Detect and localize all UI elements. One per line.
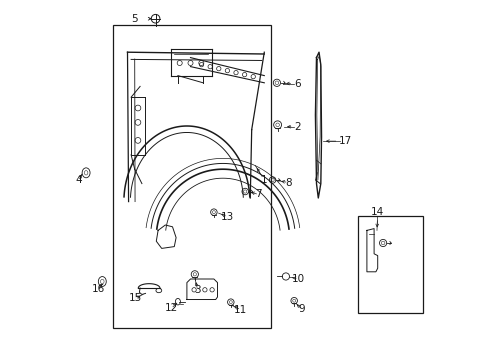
Text: 15: 15 bbox=[129, 293, 142, 303]
Text: 10: 10 bbox=[291, 274, 304, 284]
Text: 1: 1 bbox=[261, 175, 267, 185]
Text: 17: 17 bbox=[338, 136, 351, 146]
Text: 11: 11 bbox=[234, 305, 247, 315]
Bar bbox=[113, 25, 271, 328]
Bar bbox=[357, 216, 422, 313]
Text: 14: 14 bbox=[370, 207, 384, 217]
Text: 5: 5 bbox=[131, 14, 138, 24]
Text: 9: 9 bbox=[298, 303, 304, 314]
Text: 4: 4 bbox=[76, 175, 82, 185]
Text: 7: 7 bbox=[254, 189, 261, 199]
Text: 8: 8 bbox=[285, 177, 291, 188]
Text: 2: 2 bbox=[294, 122, 301, 132]
Text: 16: 16 bbox=[91, 284, 104, 294]
Text: 3: 3 bbox=[194, 285, 201, 295]
Text: 12: 12 bbox=[165, 303, 178, 313]
Text: 6: 6 bbox=[294, 78, 301, 89]
Text: 13: 13 bbox=[221, 212, 234, 222]
